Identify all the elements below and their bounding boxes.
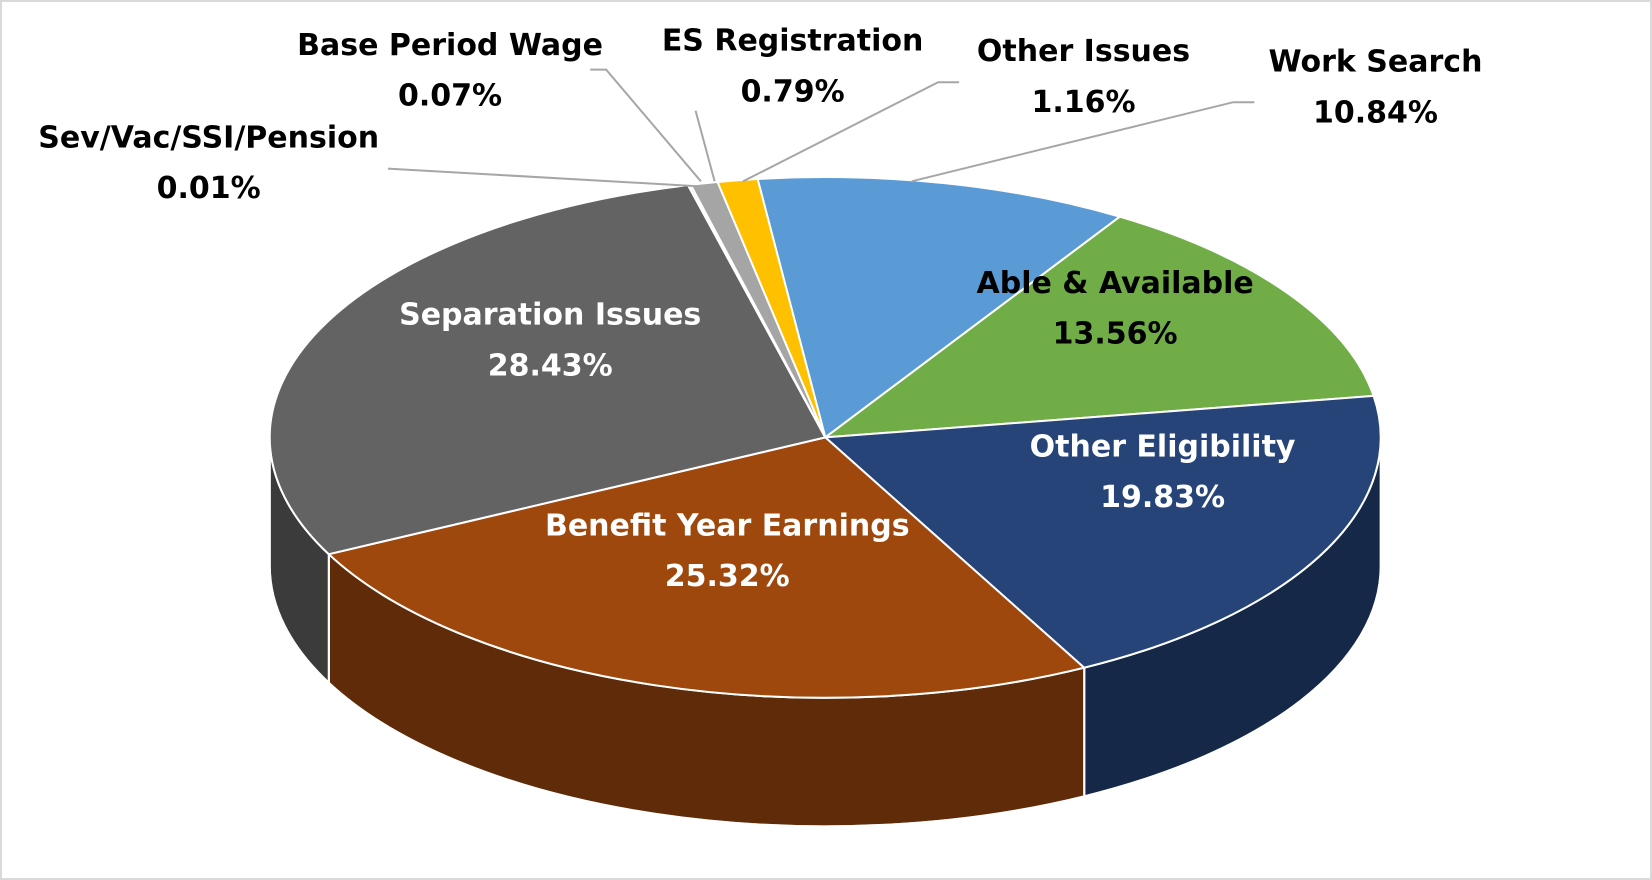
leader-line [387, 167, 705, 188]
slice-value-label: 1.16% [1031, 85, 1135, 120]
slice-value-label: 0.79% [741, 74, 845, 109]
leader-line [911, 101, 1255, 183]
pie-slice [756, 176, 1122, 440]
slice-label: Benefit Year Earnings [545, 509, 910, 544]
slice-value-label: 19.83% [1100, 480, 1225, 515]
pie-tops [268, 176, 1382, 699]
slice-label: Other Eligibility [1030, 429, 1296, 464]
slice-label: Sev/Vac/SSI/Pension [38, 121, 379, 156]
slice-value-label: 25.32% [665, 559, 790, 594]
slice-value-label: 0.07% [398, 78, 502, 113]
slice-label: Base Period Wage [297, 28, 603, 63]
pie-slice [716, 177, 827, 438]
leader-line [590, 68, 702, 182]
slice-label: ES Registration [662, 24, 924, 59]
slice-label: Able & Available [977, 266, 1254, 301]
pie-slice [326, 436, 1087, 699]
slice-label: Separation Issues [399, 298, 701, 333]
pie-slice [821, 215, 1375, 439]
slice-value-label: 28.43% [488, 348, 613, 383]
slice-value-label: 13.56% [1053, 317, 1178, 352]
leader-line [694, 110, 716, 182]
slice-value-label: 0.01% [157, 171, 261, 206]
slice-label: Work Search [1268, 45, 1482, 80]
slice-label: Other Issues [977, 34, 1190, 69]
pie-slice [268, 184, 827, 556]
leader-line [742, 81, 960, 183]
pie-slice [822, 394, 1382, 669]
slice-value-label: 10.84% [1313, 95, 1438, 130]
labels: Work Search 10.84% Able & Available 13.56% O… [38, 24, 1482, 594]
